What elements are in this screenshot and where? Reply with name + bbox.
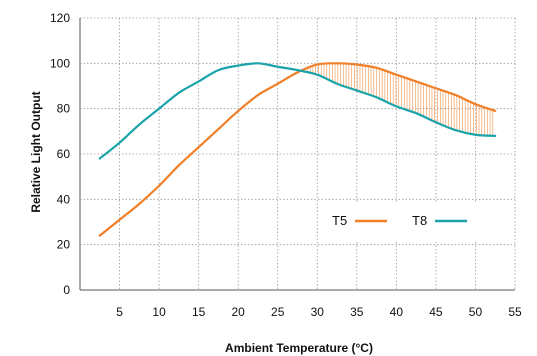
- x-tick-label: 40: [390, 305, 404, 319]
- y-tick-label: 0: [63, 283, 70, 297]
- y-axis-ticks: 0 20 40 60 80 100 120: [50, 11, 70, 297]
- x-tick-label: 5: [116, 305, 123, 319]
- grid: [80, 17, 516, 290]
- y-tick-label: 40: [57, 192, 71, 206]
- x-tick-label: 35: [350, 305, 364, 319]
- y-tick-label: 120: [50, 11, 70, 25]
- y-tick-label: 80: [57, 102, 71, 116]
- x-tick-label: 25: [271, 305, 285, 319]
- x-axis-ticks: 5 10 15 20 25 30 35 40 45 50 55: [116, 305, 522, 319]
- series: [98, 62, 497, 237]
- y-axis-title: Relative Light Output: [29, 91, 43, 212]
- legend: T5 T8: [318, 202, 478, 240]
- x-axis-title: Ambient Temperature (°C): [225, 341, 373, 355]
- x-tick-label: 15: [192, 305, 206, 319]
- y-tick-label: 100: [50, 56, 70, 70]
- x-tick-label: 30: [311, 305, 325, 319]
- x-tick-label: 50: [469, 305, 483, 319]
- difference-hatching: [304, 63, 494, 136]
- x-tick-label: 20: [232, 305, 246, 319]
- x-tick-label: 10: [152, 305, 166, 319]
- x-tick-label: 55: [508, 305, 522, 319]
- x-tick-label: 45: [429, 305, 443, 319]
- legend-label-t8: T8: [412, 213, 427, 228]
- series-line-t5: [98, 62, 497, 237]
- y-tick-label: 20: [57, 238, 71, 252]
- legend-label-t5: T5: [332, 213, 347, 228]
- series-line-t8: [98, 62, 497, 160]
- y-tick-label: 60: [57, 147, 71, 161]
